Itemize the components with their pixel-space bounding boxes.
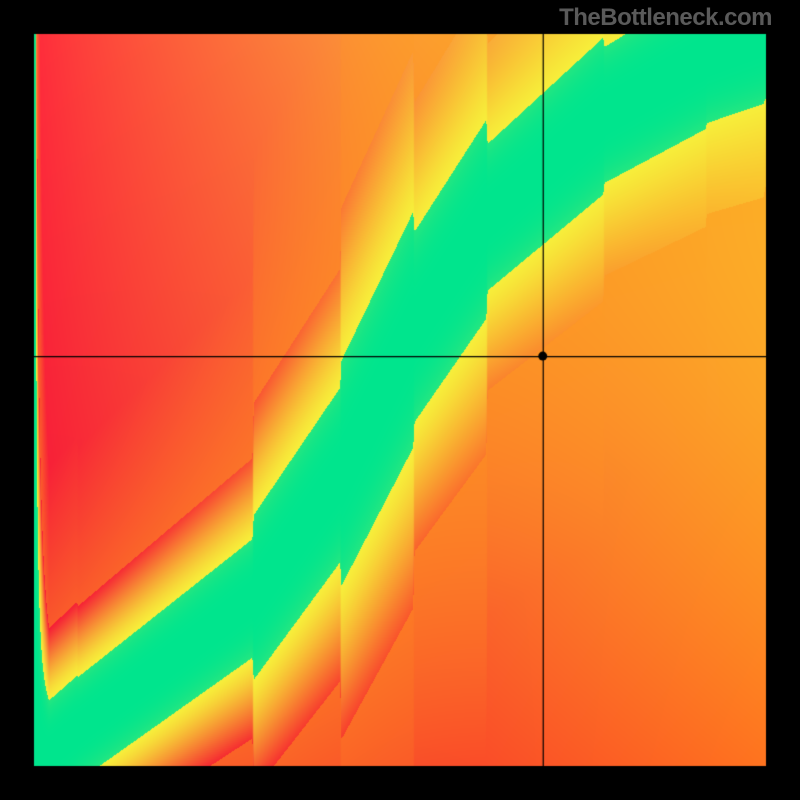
chart-container: TheBottleneck.com	[0, 0, 800, 800]
watermark-text: TheBottleneck.com	[559, 4, 772, 32]
heatmap-canvas	[0, 0, 800, 800]
